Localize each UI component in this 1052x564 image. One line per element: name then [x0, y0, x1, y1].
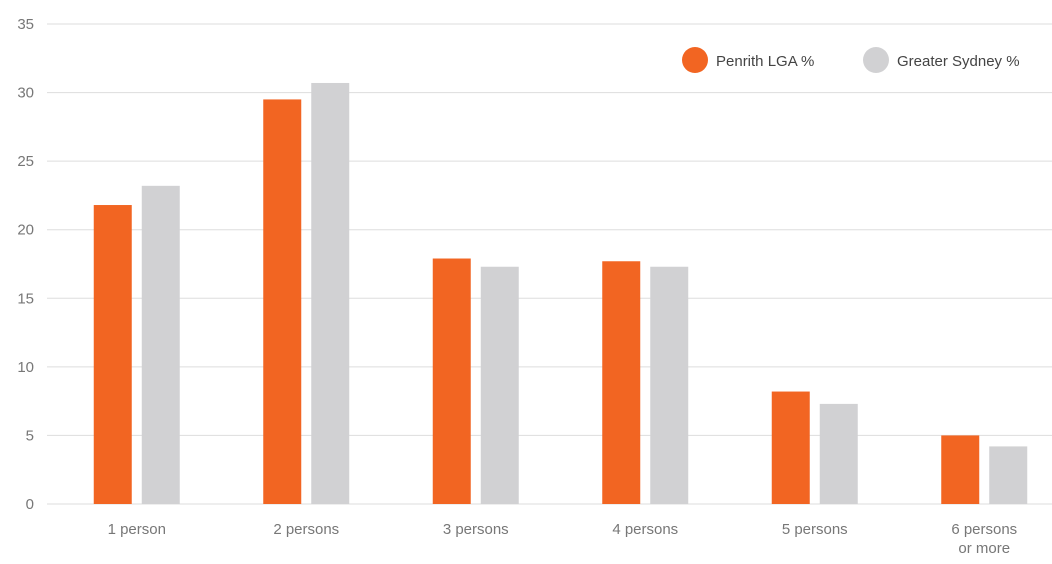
x-category-label: or more: [958, 540, 1010, 557]
bar-penrith-lga: [771, 391, 810, 504]
bars: [93, 82, 1028, 505]
x-category-label: 1 person: [108, 521, 166, 538]
y-tick-label: 15: [17, 290, 34, 307]
legend-label: Penrith LGA %: [716, 53, 814, 70]
y-tick-label: 10: [17, 359, 34, 376]
bar-penrith-lga: [602, 261, 641, 504]
y-tick-label: 30: [17, 85, 34, 102]
y-tick-label: 0: [26, 496, 34, 513]
bar-greater-sydney: [480, 266, 519, 504]
legend-label: Greater Sydney %: [897, 53, 1020, 70]
bar-greater-sydney: [819, 403, 858, 504]
y-tick-label: 20: [17, 222, 34, 239]
bar-greater-sydney: [989, 446, 1028, 504]
y-tick-label: 5: [26, 427, 34, 444]
bar-penrith-lga: [941, 435, 980, 504]
y-tick-label: 25: [17, 153, 34, 170]
x-category-label: 2 persons: [273, 521, 339, 538]
x-category-label: 5 persons: [782, 521, 848, 538]
bar-greater-sydney: [141, 185, 180, 505]
bar-greater-sydney: [311, 82, 350, 504]
y-axis-tick-labels: 0 5 10 15 20 25 30 35: [17, 16, 34, 513]
bar-penrith-lga: [263, 99, 302, 504]
y-tick-label: 35: [17, 16, 34, 33]
x-category-label: 6 persons: [951, 521, 1017, 538]
grid-lines: [47, 23, 1052, 505]
x-category-label: 4 persons: [612, 521, 678, 538]
x-axis-category-labels: 1 person 2 persons 3 persons 4 persons 5 per…: [108, 521, 1018, 557]
bar-penrith-lga: [432, 258, 471, 504]
x-category-label: 3 persons: [443, 521, 509, 538]
bar-penrith-lga: [93, 205, 132, 504]
legend-swatch: [863, 47, 889, 73]
legend: Penrith LGA % Greater Sydney %: [682, 47, 1020, 73]
bar-greater-sydney: [650, 266, 689, 504]
legend-swatch: [682, 47, 708, 73]
